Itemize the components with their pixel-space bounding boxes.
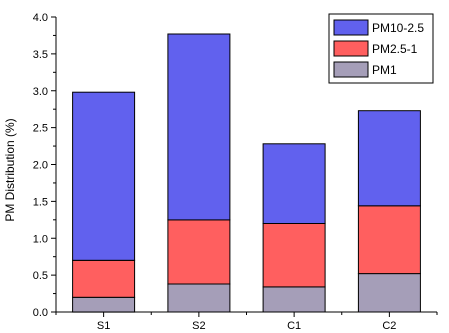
bar-c1-pm10-2-5 <box>262 143 326 224</box>
bar-s2-pm10-2-5 <box>167 33 231 221</box>
bar-c1-pm2-5-1 <box>262 223 326 288</box>
bar-c2-pm1 <box>357 273 421 313</box>
legend: PM10-2.5 PM2.5-1 PM1 <box>328 13 434 84</box>
legend-swatch-pm1 <box>333 61 369 78</box>
y-tick-label: 2.5 <box>33 123 48 135</box>
y-axis-title: PM Distribution (%) <box>3 118 17 221</box>
axes-layer: 0.0 0.5 1.0 1.5 2.0 2.5 3.0 3.5 4.0 S1 S2 C1 C2 <box>33 12 438 332</box>
legend-label-pm10-2-5: PM10-2.5 <box>372 21 424 35</box>
bar-s1-pm1 <box>72 296 136 313</box>
bar-s1-pm2-5-1 <box>72 259 136 298</box>
x-tick-label-c2: C2 <box>382 320 396 332</box>
bar-c2-pm10-2-5 <box>357 110 421 207</box>
y-tick-label: 2.0 <box>33 160 48 172</box>
bars-layer <box>72 33 421 313</box>
bar-c1-pm1 <box>262 286 326 313</box>
bar-c2-pm2-5-1 <box>357 205 421 275</box>
y-tick-label: 3.5 <box>33 49 48 61</box>
y-tick-label: 3.0 <box>33 86 48 98</box>
legend-label-pm2-5-1: PM2.5-1 <box>372 42 418 56</box>
x-tick-label-c1: C1 <box>287 320 301 332</box>
x-tick-label-s1: S1 <box>97 320 110 332</box>
legend-swatch-pm10-2-5 <box>333 19 369 36</box>
legend-swatch-pm2-5-1 <box>333 40 369 57</box>
x-tick-label-s2: S2 <box>192 320 205 332</box>
y-tick-label: 1.0 <box>33 233 48 245</box>
bar-s2-pm2-5-1 <box>167 219 231 285</box>
bar-s2-pm1 <box>167 283 231 313</box>
y-tick-label: 4.0 <box>33 12 48 24</box>
y-tick-label: 0.0 <box>33 307 48 319</box>
legend-label-pm1: PM1 <box>372 63 397 77</box>
y-tick-label: 1.5 <box>33 196 48 208</box>
y-tick-label: 0.5 <box>33 270 48 282</box>
bar-s1-pm10-2-5 <box>72 91 136 261</box>
